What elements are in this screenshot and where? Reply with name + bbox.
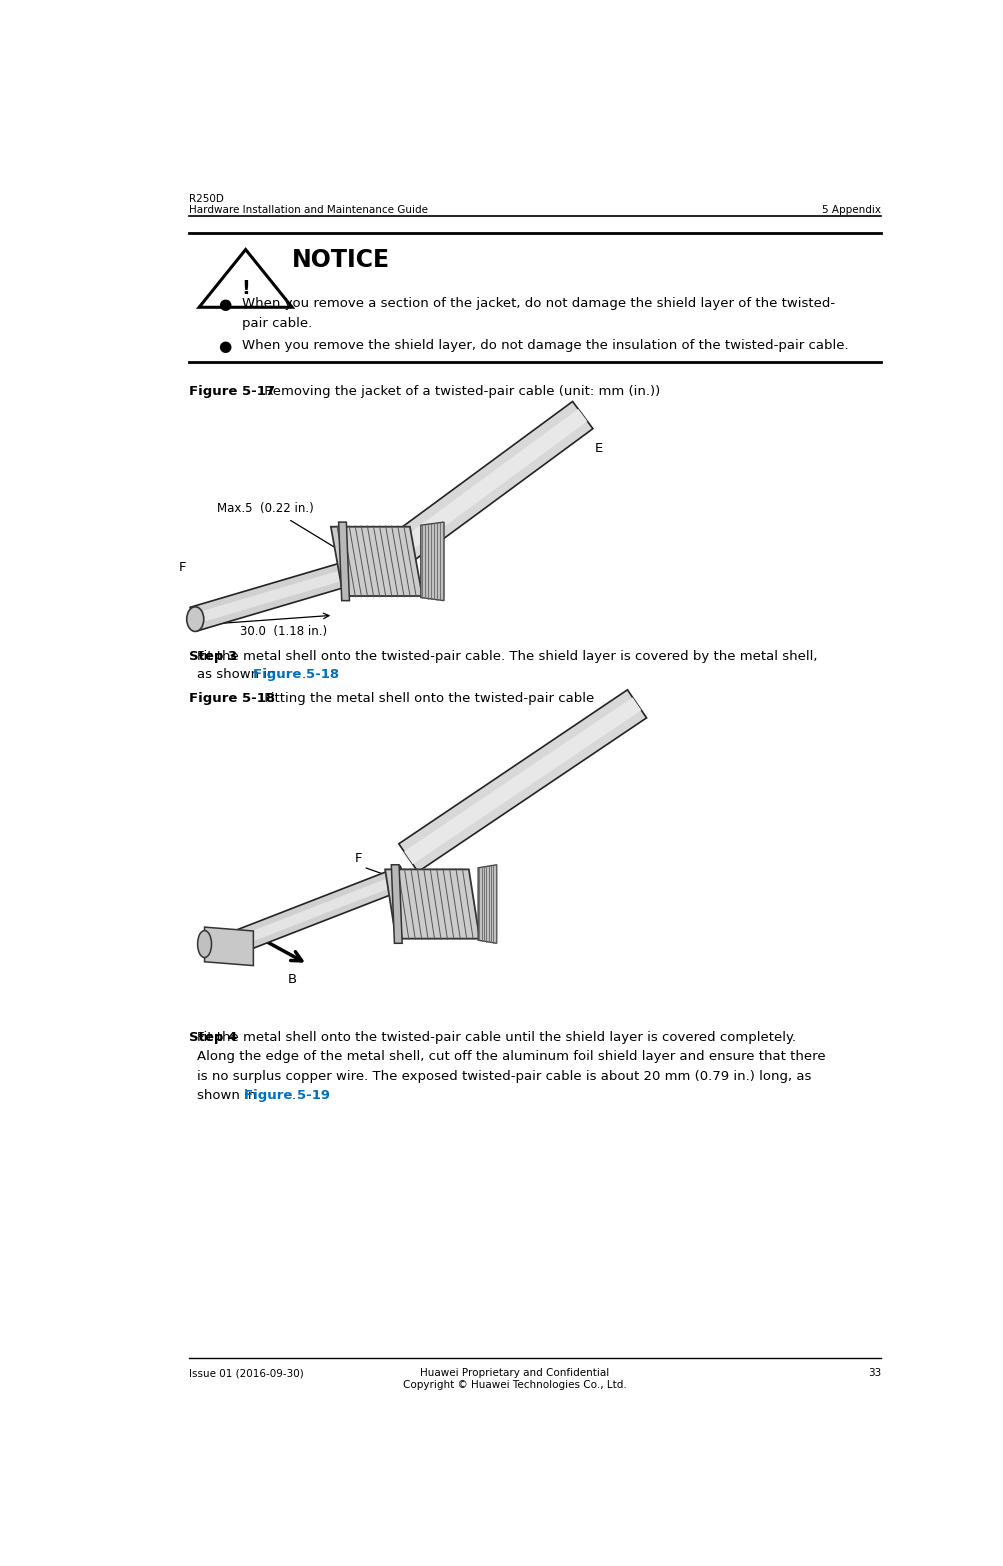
Ellipse shape [187, 606, 204, 631]
Text: F: F [354, 852, 362, 866]
Text: Hardware Installation and Maintenance Guide: Hardware Installation and Maintenance Gu… [189, 205, 427, 215]
Text: 33: 33 [867, 1369, 881, 1378]
Text: Figure 5-17: Figure 5-17 [189, 385, 275, 398]
Text: Step 4: Step 4 [189, 1030, 237, 1045]
Text: Fit the metal shell onto the twisted-pair cable. The shield layer is covered by : Fit the metal shell onto the twisted-pai… [198, 650, 817, 662]
Text: B: B [287, 974, 297, 987]
Polygon shape [353, 409, 587, 587]
Text: R250D: R250D [189, 194, 224, 204]
Text: Fit the metal shell onto the twisted-pair cable until the shield layer is covere: Fit the metal shell onto the twisted-pai… [198, 1030, 795, 1045]
Polygon shape [398, 689, 646, 872]
Polygon shape [391, 864, 402, 943]
Polygon shape [331, 526, 422, 597]
Text: Issue 01 (2016-09-30): Issue 01 (2016-09-30) [189, 1369, 304, 1378]
Text: NOTICE: NOTICE [292, 247, 390, 272]
Polygon shape [205, 927, 253, 966]
Polygon shape [420, 521, 443, 601]
Text: ●: ● [219, 338, 232, 354]
Text: Huawei Proprietary and Confidential: Huawei Proprietary and Confidential [419, 1369, 609, 1378]
Text: !: ! [241, 279, 250, 298]
Ellipse shape [198, 930, 212, 957]
Text: Copyright © Huawei Technologies Co., Ltd.: Copyright © Huawei Technologies Co., Ltd… [402, 1380, 626, 1391]
Text: F: F [179, 561, 186, 575]
Text: 5 Appendix: 5 Appendix [821, 205, 881, 215]
Text: is no surplus copper wire. The exposed twisted-pair cable is about 20 mm (0.79 i: is no surplus copper wire. The exposed t… [198, 1070, 811, 1082]
Text: shown in: shown in [198, 1088, 261, 1102]
Text: Max.5  (0.22 in.): Max.5 (0.22 in.) [217, 503, 313, 515]
Text: Removing the jacket of a twisted-pair cable (unit: mm (in.)): Removing the jacket of a twisted-pair ca… [260, 385, 660, 398]
Text: When you remove a section of the jacket, do not damage the shield layer of the t: When you remove a section of the jacket,… [242, 298, 834, 310]
Polygon shape [477, 864, 496, 943]
Polygon shape [225, 872, 406, 951]
Polygon shape [190, 559, 361, 631]
Text: ●: ● [219, 298, 232, 312]
Polygon shape [222, 866, 408, 957]
Text: Figure 5-19: Figure 5-19 [244, 1088, 330, 1102]
Text: .: . [292, 1088, 296, 1102]
Polygon shape [347, 401, 593, 594]
Text: When you remove the shield layer, do not damage the insulation of the twisted-pa: When you remove the shield layer, do not… [242, 338, 848, 352]
Text: Along the edge of the metal shell, cut off the aluminum foil shield layer and en: Along the edge of the metal shell, cut o… [198, 1051, 825, 1063]
Text: E: E [594, 442, 602, 456]
Polygon shape [192, 565, 359, 625]
Text: 30.0  (1.18 in.): 30.0 (1.18 in.) [240, 625, 327, 639]
Polygon shape [385, 869, 479, 938]
Text: as shown in: as shown in [198, 669, 280, 681]
Polygon shape [403, 697, 641, 864]
Text: .: . [301, 669, 305, 681]
Text: Step 3: Step 3 [189, 650, 237, 662]
Text: pair cable.: pair cable. [242, 318, 312, 330]
Text: Figure 5-18: Figure 5-18 [189, 692, 275, 705]
Text: Figure 5-18: Figure 5-18 [253, 669, 339, 681]
Polygon shape [338, 521, 349, 601]
Text: Fitting the metal shell onto the twisted-pair cable: Fitting the metal shell onto the twisted… [260, 692, 594, 705]
